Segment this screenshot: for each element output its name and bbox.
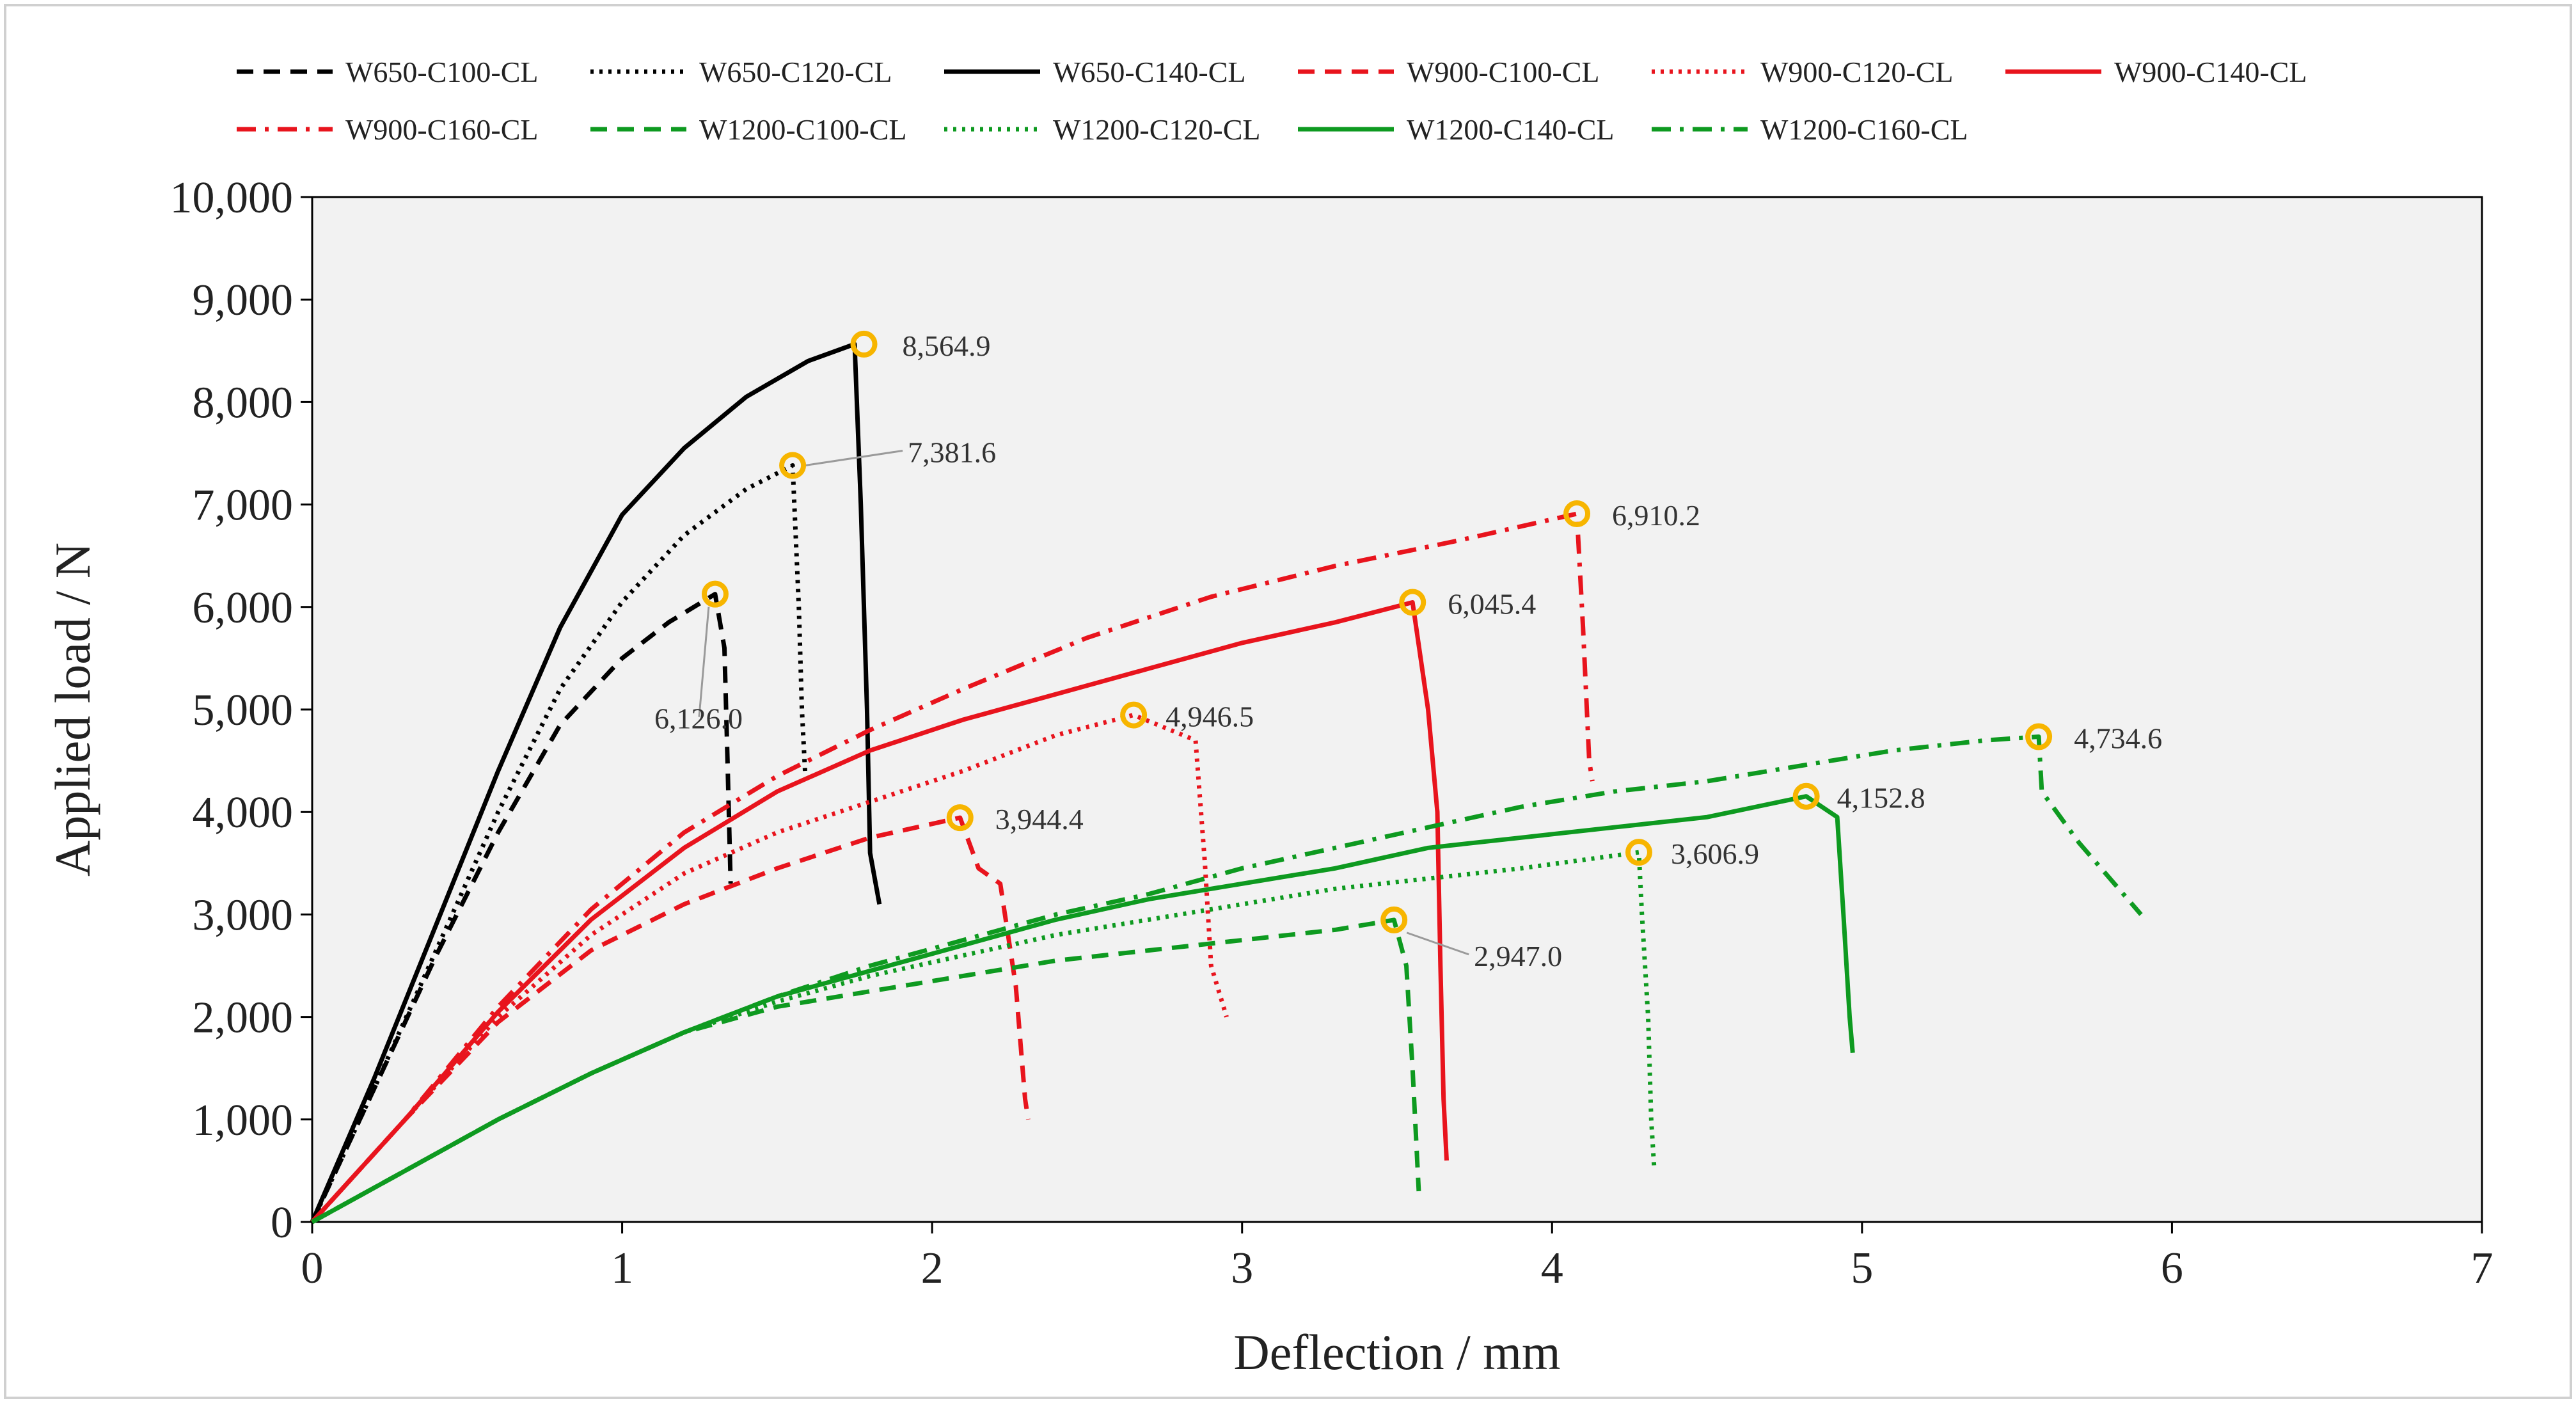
peak-marker	[1120, 701, 1148, 729]
series-line-w1200-c140-cl	[311, 794, 1855, 1225]
peak-marker	[1563, 500, 1591, 527]
peak-label: 6,126.0	[654, 702, 743, 735]
series-line-w900-c140-cl	[310, 600, 1449, 1224]
annotation-leader-line	[1406, 931, 1469, 956]
plot-area	[311, 196, 2483, 1223]
x-tick-label: 1	[611, 1244, 633, 1293]
y-tick-label: 6,000	[193, 583, 294, 633]
series-line-w650-c140-cl	[310, 342, 882, 1223]
peak-label: 3,944.4	[995, 803, 1084, 836]
peak-label: 3,606.9	[1671, 837, 1759, 870]
peak-label: 8,564.9	[903, 329, 991, 362]
legend-label: W650-C100-CL	[345, 56, 539, 88]
y-tick-label: 5,000	[193, 686, 294, 735]
y-tick-label: 1,000	[193, 1096, 294, 1145]
y-axis-label: Applied load / N	[45, 543, 100, 876]
legend-label: W650-C120-CL	[699, 56, 892, 88]
x-tick-label: 0	[301, 1244, 324, 1293]
legend-label: W1200-C140-CL	[1407, 113, 1615, 146]
series-line-w1200-c100-cl	[311, 917, 1421, 1225]
y-tick-label: 3,000	[193, 891, 294, 940]
peak-label: 2,947.0	[1474, 940, 1562, 972]
legend: W650-C100-CL W650-C120-CL W650-C140-CL W900…	[237, 56, 2307, 146]
peak-label: 4,152.8	[1837, 782, 1925, 814]
y-tick-label: 7,000	[193, 481, 294, 530]
annotation-leader-line	[698, 606, 710, 717]
x-tick-label: 7	[2471, 1244, 2493, 1293]
series-line-w900-c100-cl	[310, 815, 1031, 1224]
peak-marker	[779, 452, 807, 479]
peak-marker	[850, 330, 878, 358]
series-line-w900-c120-cl	[310, 713, 1229, 1224]
legend-label: W650-C140-CL	[1053, 56, 1246, 88]
x-tick-label: 4	[1541, 1244, 1563, 1293]
peak-marker	[946, 804, 974, 832]
x-axis-label: Deflection / mm	[1233, 1324, 1560, 1380]
peak-label: 7,381.6	[908, 436, 996, 468]
peak-marker	[1399, 589, 1426, 616]
legend-label: W900-C140-CL	[2114, 56, 2307, 88]
legend-label: W1200-C120-CL	[1053, 113, 1261, 146]
series-line-w1200-c160-cl	[311, 734, 2143, 1225]
x-tick-label: 3	[1231, 1244, 1253, 1293]
peak-label: 4,734.6	[2074, 722, 2162, 755]
y-tick-label: 8,000	[193, 378, 294, 427]
x-tick-label: 2	[921, 1244, 944, 1293]
legend-label: W900-C120-CL	[1760, 56, 1954, 88]
legend-label: W900-C160-CL	[345, 113, 539, 146]
series-lines	[310, 342, 2143, 1225]
legend-label: W1200-C100-CL	[699, 113, 907, 146]
y-tick-label: 4,000	[193, 788, 294, 837]
x-tick-label: 6	[2161, 1244, 2183, 1293]
y-tick-label: 10,000	[170, 173, 294, 223]
annotation-leader-line	[805, 449, 903, 466]
peak-label: 6,910.2	[1612, 499, 1700, 532]
legend-label: W900-C100-CL	[1407, 56, 1600, 88]
x-tick-label: 5	[1851, 1244, 1873, 1293]
peak-label: 4,946.5	[1166, 701, 1254, 733]
peak-marker	[1380, 906, 1408, 933]
peak-label: 6,045.4	[1448, 588, 1536, 621]
peak-marker	[2025, 723, 2053, 750]
axes: 0 1,000 2,000 3,000 4,000 5,000 6,000 7,000 8,00…	[170, 173, 2493, 1293]
y-tick-label: 9,000	[193, 276, 294, 325]
y-tick-label: 2,000	[193, 994, 294, 1043]
peak-marker	[1625, 839, 1652, 866]
peak-marker	[1792, 782, 1820, 810]
y-tick-label: 0	[271, 1198, 293, 1248]
peak-annotations: 8,564.9 7,381.6 6,910.2 6,126.0 6,045.4 4,946…	[654, 329, 2162, 972]
peak-marker	[701, 580, 729, 608]
legend-label: W1200-C160-CL	[1760, 113, 1968, 146]
